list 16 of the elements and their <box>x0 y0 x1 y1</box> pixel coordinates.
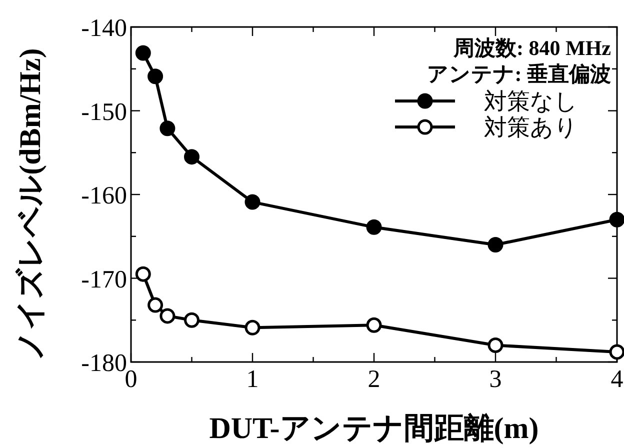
x-tick-label: 1 <box>246 366 259 393</box>
y-tick-label: -150 <box>81 98 127 126</box>
x-tick-label: 3 <box>489 366 502 393</box>
y-axis-title: ノイズレベル(dBm/Hz) <box>14 48 47 361</box>
x-tick-label: 0 <box>124 366 138 393</box>
y-tick-label: -180 <box>81 350 127 377</box>
annotation: 周波数: 840 MHz <box>452 36 611 60</box>
legend-label: 対策あり <box>484 115 578 140</box>
legend-label: 対策なし <box>484 89 578 114</box>
y-tick-label: -170 <box>81 266 127 294</box>
x-tick-label: 2 <box>368 366 380 393</box>
y-tick-label: -160 <box>81 182 127 210</box>
annotation: アンテナ: 垂直偏波 <box>426 62 611 86</box>
x-axis-title: DUT-アンテナ間距離(m) <box>209 412 539 445</box>
y-tick-label: -140 <box>81 15 127 42</box>
x-tick-label: 4 <box>610 366 624 393</box>
